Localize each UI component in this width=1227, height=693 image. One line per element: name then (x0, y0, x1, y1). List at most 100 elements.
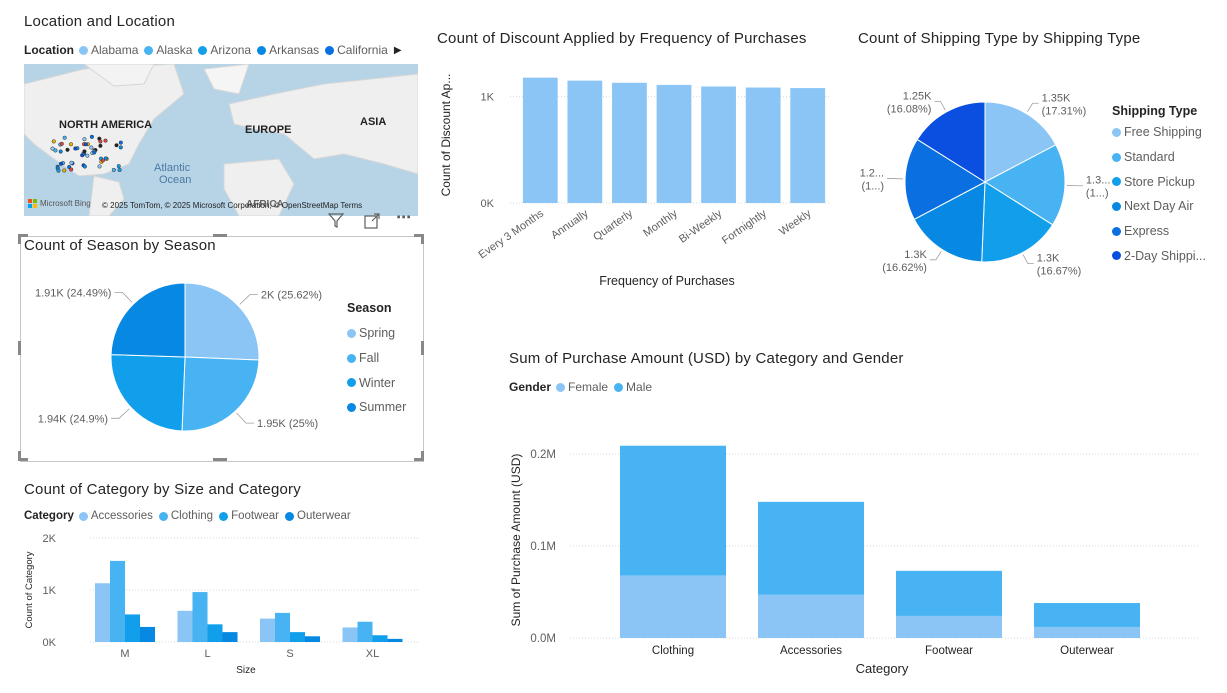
location-marker[interactable] (62, 168, 67, 173)
location-marker[interactable] (92, 150, 97, 155)
shipping-legend-item[interactable]: Free Shipping (1112, 120, 1206, 145)
category-legend-item[interactable]: Accessories (78, 510, 153, 522)
pie-slice[interactable] (981, 181, 1054, 263)
legend-next-arrow-icon[interactable]: ▶ (393, 44, 402, 56)
bar[interactable] (275, 612, 290, 642)
location-marker[interactable] (111, 167, 116, 172)
pie-slice[interactable] (184, 282, 260, 361)
resize-handle[interactable] (18, 451, 21, 461)
pie-slice[interactable] (904, 138, 987, 221)
location-marker[interactable] (114, 143, 119, 148)
resize-handle[interactable] (414, 234, 424, 237)
pie-slice[interactable] (110, 354, 186, 432)
location-marker[interactable] (98, 143, 103, 148)
bar[interactable] (222, 632, 238, 642)
map-canvas[interactable]: NORTH AMERICA EUROPE ASIA Atlantic Ocean… (24, 64, 418, 216)
map-legend-item[interactable]: Alaska (144, 43, 192, 57)
bar-segment[interactable] (620, 445, 726, 576)
location-marker[interactable] (59, 141, 64, 146)
pie-slice[interactable] (913, 181, 986, 263)
season-legend-item[interactable]: Summer (347, 395, 406, 420)
location-marker[interactable] (97, 164, 102, 169)
bar[interactable] (567, 80, 603, 203)
bar[interactable] (522, 77, 558, 203)
location-marker[interactable] (69, 167, 74, 172)
location-marker[interactable] (50, 146, 55, 151)
category-legend-item[interactable]: Outerwear (285, 510, 351, 522)
category-size-bar-chart[interactable]: 0K 1K 2K M L S XL Size Count of Category (20, 528, 430, 678)
location-marker[interactable] (100, 158, 105, 163)
location-marker[interactable] (103, 138, 108, 143)
bar-segment[interactable] (758, 594, 864, 638)
pie-slice[interactable] (181, 356, 260, 432)
bar[interactable] (342, 627, 358, 642)
season-pie-chart[interactable]: 2K (25.62%) 1.95K (25%) 1.94K (24.9%) 1.91K… (30, 260, 330, 455)
pie-slice[interactable] (110, 282, 186, 358)
location-marker[interactable] (89, 145, 94, 150)
location-marker[interactable] (89, 134, 94, 139)
location-marker[interactable] (118, 140, 123, 145)
location-marker[interactable] (82, 149, 87, 154)
bar-segment[interactable] (1034, 603, 1140, 627)
location-marker[interactable] (116, 164, 121, 169)
resize-handle[interactable] (421, 234, 424, 244)
bar[interactable] (305, 636, 320, 642)
resize-handle[interactable] (421, 341, 424, 355)
location-marker[interactable] (51, 139, 56, 144)
bar[interactable] (192, 592, 208, 642)
bar[interactable] (177, 610, 193, 642)
location-marker[interactable] (62, 135, 67, 140)
bar[interactable] (260, 618, 275, 642)
location-marker[interactable] (118, 145, 123, 150)
bar[interactable] (357, 621, 373, 642)
location-marker[interactable] (58, 149, 63, 154)
shipping-pie-chart[interactable]: 1.35K(17.31%)1.3...(1...)1.3K(16.67%)1.3… (850, 70, 1110, 295)
bar[interactable] (140, 626, 155, 642)
pie-slice[interactable] (916, 101, 986, 183)
shipping-legend-item[interactable]: 2-Day Shippi... (1112, 243, 1206, 268)
resize-handle[interactable] (213, 234, 227, 237)
more-options-icon[interactable]: ⋯ (396, 209, 412, 226)
filter-icon[interactable] (327, 211, 345, 233)
location-marker[interactable] (69, 160, 74, 165)
location-marker[interactable] (103, 156, 108, 161)
location-marker[interactable] (117, 167, 122, 172)
bar[interactable] (701, 86, 736, 203)
category-legend-item[interactable]: Clothing (158, 510, 213, 522)
location-marker[interactable] (73, 146, 78, 151)
bar-segment[interactable] (1034, 626, 1140, 638)
map-legend-item[interactable]: Arizona (198, 43, 251, 57)
resize-handle[interactable] (18, 458, 28, 461)
bar[interactable] (95, 583, 110, 642)
map-legend-item[interactable]: Alabama (79, 43, 138, 57)
location-marker[interactable] (98, 139, 103, 144)
bar[interactable] (207, 624, 223, 642)
season-legend-item[interactable]: Spring (347, 321, 406, 346)
season-legend-item[interactable]: Fall (347, 346, 406, 371)
focus-mode-icon[interactable] (363, 212, 381, 234)
shipping-legend-item[interactable]: Standard (1112, 145, 1206, 170)
pie-slice[interactable] (984, 101, 1057, 183)
bar-segment[interactable] (758, 501, 864, 595)
bar[interactable] (790, 88, 826, 203)
bar-segment[interactable] (896, 570, 1002, 616)
gender-legend-item[interactable]: Male (614, 380, 652, 394)
bar[interactable] (612, 82, 647, 203)
gender-legend-item[interactable]: Female (556, 380, 608, 394)
location-marker[interactable] (82, 137, 87, 142)
bar-segment[interactable] (896, 615, 1002, 638)
season-legend-item[interactable]: Winter (347, 370, 406, 395)
bar[interactable] (745, 87, 781, 203)
pie-slice[interactable] (984, 144, 1066, 226)
shipping-legend-item[interactable]: Express (1112, 219, 1206, 244)
bar-segment[interactable] (620, 575, 726, 638)
location-marker[interactable] (58, 161, 64, 166)
shipping-legend-item[interactable]: Store Pickup (1112, 169, 1206, 194)
location-marker[interactable] (68, 142, 74, 147)
purchase-stacked-bar-chart[interactable]: 0.0M 0.1M 0.2M Clothing Accessories Footwear O… (500, 420, 1210, 685)
location-marker[interactable] (82, 164, 87, 169)
resize-handle[interactable] (18, 341, 21, 355)
resize-handle[interactable] (213, 458, 227, 461)
discount-bar-chart[interactable]: 0K 1K Every 3 Months Annually Quarterly Month… (430, 55, 840, 295)
location-marker[interactable] (85, 153, 90, 158)
